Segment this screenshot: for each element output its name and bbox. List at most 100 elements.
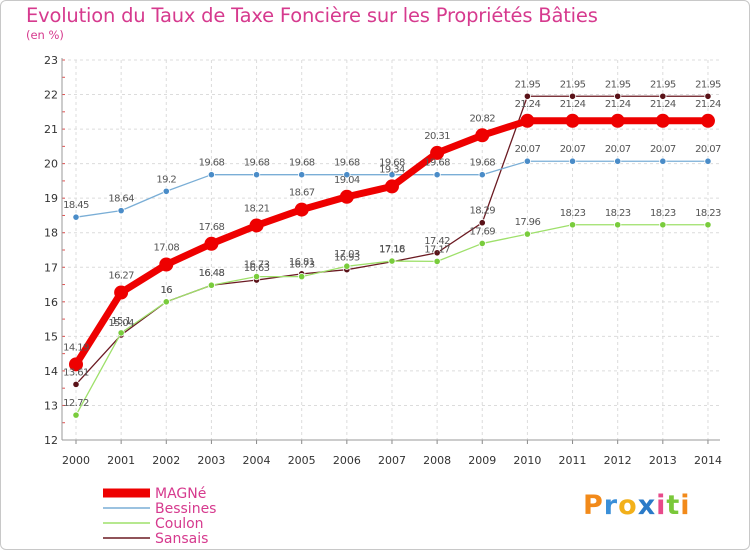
data-point [478,239,486,248]
data-point [114,285,129,300]
data-point [478,219,486,227]
chart-axes: 12 13 14 15 16 17 18 19 20 21 22 23 2000 2001 2002 2003… [44,54,722,467]
data-point [204,236,219,251]
legend-label: Bessines [155,501,216,517]
data-label: 16.27 [108,270,134,281]
data-label: 17.69 [469,226,495,237]
data-point [523,230,532,238]
data-point [614,92,622,100]
data-point [433,249,441,257]
y-tick-label: 15 [44,330,58,343]
data-label: 21.24 [560,99,586,110]
data-point [72,380,80,388]
x-tick-label: 2002 [152,454,180,467]
y-tick-label: 13 [44,399,58,412]
data-point [475,128,490,143]
data-label: 16.48 [199,268,225,279]
chart-title: Evolution du Taux de Taxe Foncière sur l… [26,4,598,27]
proxiti-logo: Proxiti [583,490,691,521]
y-tick-label: 22 [44,89,58,102]
data-label: 20.82 [469,113,495,124]
data-point [659,157,667,165]
y-tick-label: 16 [44,296,58,309]
data-label: 12.72 [63,398,89,409]
data-label: 18.67 [289,188,315,199]
data-label: 16.93 [334,253,360,264]
data-label: 16.73 [289,260,315,271]
data-label: 17.16 [379,245,405,256]
logo-letter: o [618,490,638,521]
data-point [433,257,441,265]
y-tick-label: 20 [44,158,58,171]
legend-label: MAGNé [155,486,206,502]
y-tick-label: 17 [44,261,58,274]
data-label: 19.68 [424,158,450,169]
data-point [610,113,625,128]
x-tick-label: 2012 [604,454,632,467]
x-tick-label: 2014 [694,454,722,467]
data-point [294,202,309,217]
data-point [568,221,577,229]
data-point [384,179,399,194]
data-label: 19.68 [379,158,405,169]
data-label: 14.19 [63,342,89,353]
x-tick-label: 2000 [62,454,90,467]
data-label: 16.73 [244,260,270,271]
y-tick-label: 14 [44,365,58,378]
data-label: 17.17 [424,244,450,255]
data-point [520,113,535,128]
data-point [72,411,80,419]
data-label: 21.95 [560,79,586,90]
data-label: 21.95 [695,79,721,90]
data-label: 15.1 [111,316,131,327]
data-point [388,171,396,179]
data-point [523,157,532,165]
data-point [159,257,174,272]
chart-grid [62,59,720,440]
data-label: 19.2 [156,174,176,185]
data-point [704,157,712,165]
logo-letter: x [637,490,657,521]
x-tick-label: 2004 [243,454,271,467]
data-label: 16 [161,285,173,296]
data-label: 20.07 [695,144,721,155]
x-tick-label: 2013 [649,454,677,467]
data-point [478,171,486,179]
y-tick-label: 18 [44,227,58,240]
legend-label: Sansais [155,531,208,547]
data-label: 18.23 [605,208,631,219]
data-label: 18.21 [244,203,270,214]
data-label: 21.24 [695,99,721,110]
data-point [252,171,261,179]
data-point [433,171,441,179]
data-label: 17.03 [334,249,360,260]
data-point [117,329,125,337]
data-point [704,92,712,100]
data-label: 13.61 [63,367,89,378]
data-point [568,157,577,165]
logo-letter: t [666,490,681,521]
data-point [614,221,622,229]
data-point [117,207,125,215]
x-tick-label: 2009 [468,454,496,467]
y-tick-label: 23 [44,54,58,67]
data-label: 15.04 [108,318,134,329]
data-label: 19.68 [334,158,360,169]
data-label: 16.81 [289,257,315,268]
data-point [339,189,354,204]
data-label: 21.24 [605,99,631,110]
data-point [252,272,261,281]
x-tick-label: 2007 [378,454,406,467]
data-label: 20.07 [515,144,541,155]
data-label: 18.45 [63,200,89,211]
data-point [298,272,306,281]
data-point [207,171,216,179]
series-magn- [69,113,715,372]
logo-letter: r [603,490,619,521]
data-label: 16 [161,285,173,296]
data-point [162,187,170,195]
data-label: 19.68 [469,158,495,169]
